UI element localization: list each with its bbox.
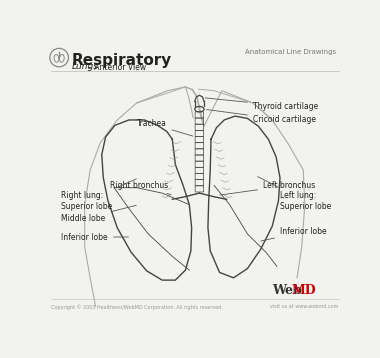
- Text: Respiratory: Respiratory: [71, 53, 172, 68]
- Text: Lungs: Lungs: [71, 62, 98, 71]
- Text: Inferior lobe: Inferior lobe: [62, 232, 128, 242]
- Text: Right lung:
Superior lobe: Right lung: Superior lobe: [62, 179, 136, 211]
- Text: Copyright © 2003 Healtheon/WebMD Corporation. All rights reserved.: Copyright © 2003 Healtheon/WebMD Corpora…: [51, 304, 223, 310]
- Text: MD: MD: [291, 284, 316, 297]
- Text: Trachea: Trachea: [137, 119, 193, 136]
- Text: Web: Web: [272, 284, 302, 297]
- Text: visit us at www.webmd.com: visit us at www.webmd.com: [270, 304, 338, 309]
- Text: Anatomical Line Drawings: Anatomical Line Drawings: [245, 49, 336, 55]
- Text: Middle lobe: Middle lobe: [62, 205, 136, 223]
- Text: Left lung:
Superior lobe: Left lung: Superior lobe: [258, 176, 331, 211]
- Text: Cricoid cartilage: Cricoid cartilage: [207, 110, 316, 125]
- Text: Right bronchus: Right bronchus: [109, 181, 171, 195]
- Text: Thyroid cartilage: Thyroid cartilage: [205, 98, 318, 111]
- Text: Inferior lobe: Inferior lobe: [261, 227, 327, 241]
- Text: Left bronchus: Left bronchus: [220, 181, 315, 195]
- Text: – Anterior View: – Anterior View: [88, 63, 146, 72]
